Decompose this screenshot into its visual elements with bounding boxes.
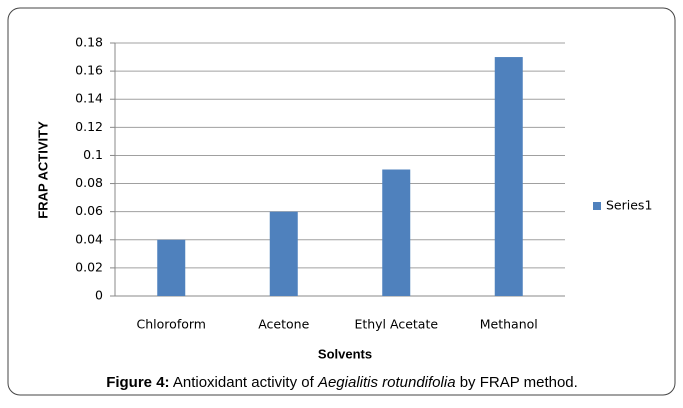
x-tick-label: Methanol bbox=[480, 317, 538, 332]
bar bbox=[382, 169, 411, 296]
caption-text: Antioxidant activity of bbox=[170, 374, 318, 391]
caption-species: Aegialitis rotundifolia bbox=[317, 374, 456, 391]
y-tick-label: 0.04 bbox=[75, 231, 103, 246]
y-tick-label: 0.18 bbox=[75, 35, 103, 50]
y-tick-label: 0.14 bbox=[75, 91, 103, 106]
x-tick-label: Chloroform bbox=[137, 317, 206, 332]
bar bbox=[157, 239, 186, 296]
bar bbox=[269, 211, 298, 296]
caption-label: Figure 4: bbox=[106, 374, 169, 391]
bar bbox=[494, 57, 523, 296]
caption: Figure 4: Antioxidant activity of Aegial… bbox=[106, 374, 578, 391]
y-axis-label: FRAP ACTIVITY bbox=[35, 121, 50, 219]
x-tick-label: Acetone bbox=[258, 317, 309, 332]
y-tick-label: 0.1 bbox=[83, 147, 103, 162]
y-tick-label: 0 bbox=[95, 288, 103, 303]
caption-text: by FRAP method. bbox=[456, 374, 578, 391]
x-axis-label: Solvents bbox=[318, 346, 372, 361]
x-tick-label: Ethyl Acetate bbox=[354, 317, 438, 332]
legend-swatch bbox=[593, 202, 601, 210]
y-tick-label: 0.12 bbox=[75, 119, 103, 134]
y-tick-label: 0.02 bbox=[75, 259, 103, 274]
figure-border bbox=[7, 7, 676, 396]
y-tick-label: 0.16 bbox=[75, 63, 103, 78]
y-tick-label: 0.08 bbox=[75, 175, 103, 190]
legend-label: Series1 bbox=[606, 198, 652, 213]
y-tick-label: 0.06 bbox=[75, 203, 103, 218]
